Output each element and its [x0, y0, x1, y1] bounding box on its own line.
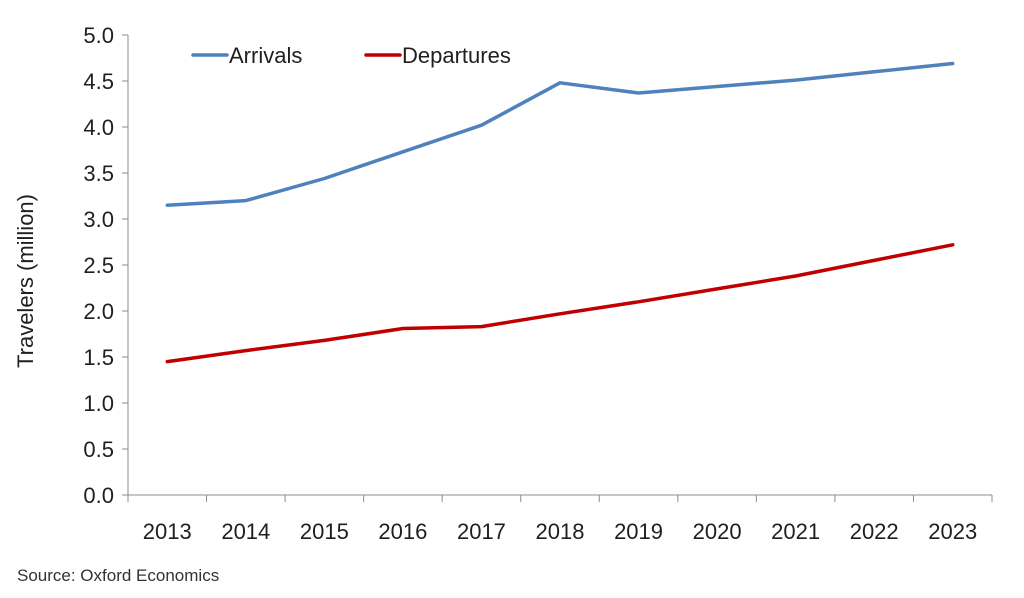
y-tick-label: 2.5 — [83, 253, 114, 278]
y-tick-label: 0.5 — [83, 437, 114, 462]
series-line-departures — [165, 243, 955, 364]
y-tick-label: 0.0 — [83, 483, 114, 508]
legend: Arrivals Departures — [191, 43, 511, 68]
x-tick-label: 2023 — [928, 519, 977, 544]
y-tick-label: 4.0 — [83, 115, 114, 140]
y-tick-label: 5.0 — [83, 23, 114, 48]
x-tick-label: 2014 — [221, 519, 270, 544]
y-tick-label: 3.5 — [83, 161, 114, 186]
series-lines — [165, 61, 955, 364]
series-line-arrivals — [165, 61, 955, 207]
x-tick-label: 2015 — [300, 519, 349, 544]
x-tick-label: 2021 — [771, 519, 820, 544]
source-note: Source: Oxford Economics — [17, 566, 219, 585]
x-tick-label: 2018 — [536, 519, 585, 544]
y-axis-title: Travelers (million) — [13, 194, 38, 368]
legend-label-departures: Departures — [402, 43, 511, 68]
y-tick-label: 1.0 — [83, 391, 114, 416]
x-tick-label: 2013 — [143, 519, 192, 544]
y-tick-label: 4.5 — [83, 69, 114, 94]
x-tick-label: 2020 — [693, 519, 742, 544]
x-axis: 2013 2014 2015 2016 2017 2018 2019 2020 2021 2022… — [127, 494, 993, 544]
x-tick-label: 2022 — [850, 519, 899, 544]
y-tick-label: 1.5 — [83, 345, 114, 370]
x-tick-label: 2016 — [378, 519, 427, 544]
legend-label-arrivals: Arrivals — [229, 43, 302, 68]
y-tick-label: 3.0 — [83, 207, 114, 232]
x-tick-label: 2017 — [457, 519, 506, 544]
y-axis: 0.0 0.5 1.0 1.5 2.0 2.5 3.0 3.5 4.0 4.5 5.0 — [83, 23, 129, 508]
y-tick-label: 2.0 — [83, 299, 114, 324]
x-tick-label: 2019 — [614, 519, 663, 544]
